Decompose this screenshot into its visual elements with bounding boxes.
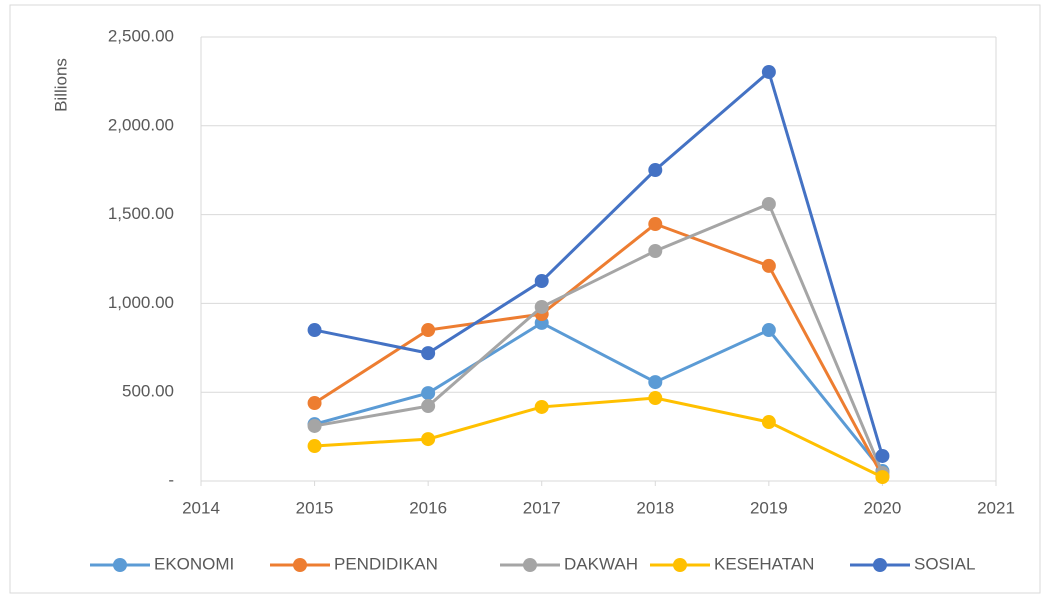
legend-label: EKONOMI [154, 554, 234, 573]
data-point [761, 323, 776, 338]
legend-marker [293, 558, 307, 572]
data-point [761, 64, 776, 79]
data-point [761, 196, 776, 211]
data-point [307, 396, 322, 411]
legend-marker [523, 558, 537, 572]
data-point [648, 375, 663, 390]
y-tick-label: - [168, 470, 174, 489]
data-point [875, 448, 890, 463]
data-point [307, 323, 322, 338]
legend-label: DAKWAH [564, 554, 638, 573]
legend-marker [113, 558, 127, 572]
series-line [314, 201, 884, 474]
data-point [421, 346, 436, 361]
x-tick-label: 2018 [636, 498, 674, 517]
legend-label: PENDIDIKAN [334, 554, 438, 573]
data-point [534, 399, 549, 414]
y-tick-label: 1,500.00 [108, 204, 174, 223]
chart-frame [9, 4, 1041, 594]
data-point [648, 163, 663, 178]
legend-label: SOSIAL [914, 554, 975, 573]
data-point [421, 386, 436, 401]
data-point [648, 244, 663, 259]
data-point [761, 258, 776, 273]
x-tick-label: 2019 [750, 498, 788, 517]
x-tick-label: 2014 [182, 498, 220, 517]
y-tick-label: 2,000.00 [108, 115, 174, 134]
legend-marker [873, 558, 887, 572]
y-tick-label: 2,500.00 [108, 26, 174, 45]
data-point [421, 399, 436, 414]
data-point [761, 415, 776, 430]
data-point [534, 274, 549, 289]
data-point [421, 432, 436, 447]
data-point [307, 418, 322, 433]
series-line [314, 396, 884, 479]
y-axis-label: Billions [51, 58, 70, 112]
x-tick-label: 2017 [523, 498, 561, 517]
series-line [313, 222, 884, 477]
legend-label: KESEHATAN [714, 554, 814, 573]
x-tick-label: 2021 [977, 498, 1015, 517]
series-line [314, 69, 884, 457]
x-tick-label: 2015 [296, 498, 334, 517]
data-point [648, 391, 663, 406]
x-tick-label: 2020 [864, 498, 902, 517]
data-point [534, 299, 549, 314]
legend-marker [673, 558, 687, 572]
series-line [314, 321, 884, 472]
y-tick-label: 500.00 [122, 382, 174, 401]
x-tick-label: 2016 [409, 498, 447, 517]
y-tick-label: 1,000.00 [108, 293, 174, 312]
data-point [648, 217, 663, 232]
data-point [307, 439, 322, 454]
data-point [875, 470, 890, 485]
data-point [421, 323, 436, 338]
